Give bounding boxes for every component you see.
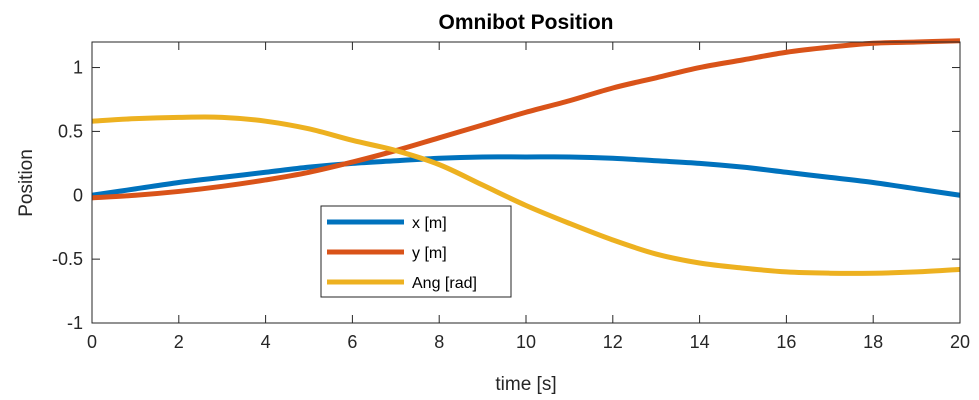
plot-area [91, 38, 961, 276]
series-line-ang [91, 114, 961, 276]
legend-label-x: x [m] [412, 215, 447, 232]
plot-frame [91, 41, 961, 324]
y-tick-label: 0.5 [58, 121, 83, 141]
x-tick-label: 0 [87, 332, 97, 352]
x-tick-label: 8 [434, 332, 444, 352]
series-line-x [91, 154, 961, 198]
x-axis-label: time [s] [495, 374, 556, 395]
axis-ticks: 0 2 4 6 8 10 12 14 16 18 20 -1 -0.5 0 0.5 1 [52, 42, 970, 352]
x-tick-label: 14 [690, 332, 710, 352]
y-axis-label: Position [16, 149, 37, 217]
chart-title: Omnibot Position [439, 11, 614, 34]
y-tick-label: -0.5 [52, 249, 83, 269]
x-tick-label: 20 [950, 332, 970, 352]
y-tick-label: 0 [73, 185, 83, 205]
series-line-y [91, 38, 961, 201]
y-tick-label: -1 [67, 313, 83, 333]
x-tick-label: 2 [174, 332, 184, 352]
x-tick-label: 18 [863, 332, 883, 352]
legend: x [m] y [m] Ang [rad] [320, 205, 512, 298]
y-tick-label: 1 [73, 58, 83, 78]
legend-label-y: y [m] [412, 245, 447, 262]
x-tick-label: 16 [776, 332, 796, 352]
x-tick-label: 4 [261, 332, 271, 352]
x-tick-label: 6 [347, 332, 357, 352]
legend-label-ang: Ang [rad] [412, 275, 477, 292]
x-tick-label: 10 [516, 332, 536, 352]
x-tick-label: 12 [603, 332, 623, 352]
